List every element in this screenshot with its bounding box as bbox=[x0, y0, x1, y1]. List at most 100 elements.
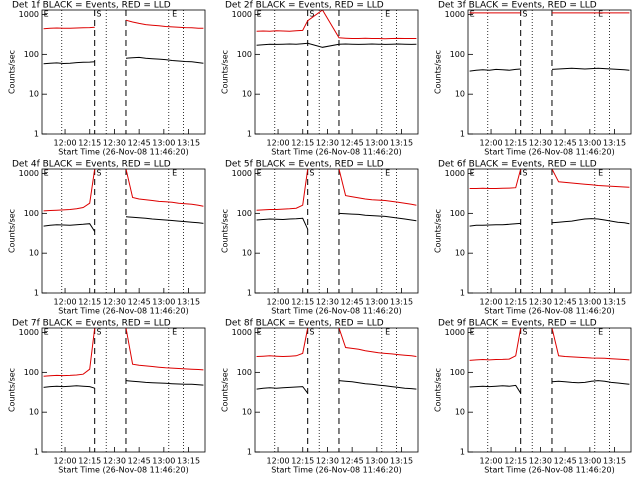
y-tick-label: 10 bbox=[29, 408, 39, 417]
event-label: S bbox=[96, 169, 101, 178]
y-axis-label: Counts/sec bbox=[8, 209, 17, 253]
x-tick-label: 12:00 bbox=[480, 139, 503, 148]
x-tick-label: 12:15 bbox=[78, 298, 101, 307]
y-tick-label: 1 bbox=[34, 289, 39, 298]
series-line bbox=[256, 169, 417, 211]
chart-title: Det 4f BLACK = Events, RED = LLD bbox=[12, 160, 171, 170]
chart-title: Det 8f BLACK = Events, RED = LLD bbox=[225, 319, 384, 329]
chart-title: Det 9f BLACK = Events, RED = LLD bbox=[438, 319, 597, 329]
event-label: S bbox=[96, 328, 101, 337]
plot-frame bbox=[41, 9, 206, 135]
event-label: E bbox=[598, 10, 603, 19]
x-tick-label: 12:30 bbox=[316, 457, 339, 466]
y-axis-label: Counts/sec bbox=[434, 50, 443, 94]
event-label: S bbox=[309, 169, 314, 178]
event-label: E bbox=[385, 169, 390, 178]
y-tick-label: 100 bbox=[237, 209, 252, 218]
event-label: E bbox=[172, 328, 177, 337]
y-tick-label: 1 bbox=[34, 448, 39, 457]
series-line bbox=[256, 42, 417, 48]
y-axis-label: Counts/sec bbox=[434, 368, 443, 412]
event-label: E bbox=[172, 169, 177, 178]
event-label: E bbox=[598, 169, 603, 178]
plot-frame bbox=[41, 327, 206, 453]
plot-frame bbox=[467, 327, 632, 453]
y-tick-label: 1 bbox=[460, 448, 465, 457]
series-line bbox=[469, 380, 630, 394]
event-label: E bbox=[470, 328, 475, 337]
x-tick-label: 13:15 bbox=[603, 457, 626, 466]
event-label: E bbox=[257, 169, 262, 178]
x-tick-label: 12:00 bbox=[54, 139, 77, 148]
x-tick-label: 13:00 bbox=[365, 298, 388, 307]
y-tick-label: 1000 bbox=[19, 169, 39, 178]
event-label: S bbox=[309, 10, 314, 19]
x-tick-label: 12:15 bbox=[504, 139, 527, 148]
x-tick-label: 13:15 bbox=[177, 139, 200, 148]
y-axis-label: Counts/sec bbox=[434, 209, 443, 253]
chart-title: Det 3f BLACK = Events, RED = LLD bbox=[438, 1, 597, 11]
x-tick-label: 13:15 bbox=[603, 298, 626, 307]
event-label: S bbox=[309, 328, 314, 337]
x-axis-label: Start Time (26-Nov-08 11:46:20) bbox=[271, 466, 401, 475]
x-tick-label: 12:00 bbox=[54, 298, 77, 307]
x-tick-label: 12:45 bbox=[341, 457, 364, 466]
x-axis-label: Start Time (26-Nov-08 11:46:20) bbox=[271, 307, 401, 316]
y-tick-label: 10 bbox=[455, 90, 465, 99]
x-tick-label: 13:15 bbox=[177, 298, 200, 307]
series-line bbox=[469, 328, 630, 361]
event-label: S bbox=[522, 10, 527, 19]
event-label: E bbox=[470, 10, 475, 19]
event-label: E bbox=[385, 10, 390, 19]
x-tick-label: 13:00 bbox=[578, 139, 601, 148]
x-tick-label: 12:15 bbox=[504, 457, 527, 466]
x-tick-label: 12:15 bbox=[78, 457, 101, 466]
x-axis-label: Start Time (26-Nov-08 11:46:20) bbox=[58, 466, 188, 475]
y-tick-label: 1 bbox=[247, 130, 252, 139]
event-label: E bbox=[44, 10, 49, 19]
series-line bbox=[256, 328, 417, 358]
x-tick-label: 13:15 bbox=[603, 139, 626, 148]
x-tick-label: 12:45 bbox=[341, 298, 364, 307]
event-label: E bbox=[172, 10, 177, 19]
x-tick-label: 12:45 bbox=[128, 457, 151, 466]
plot-frame bbox=[467, 168, 632, 294]
x-tick-label: 12:45 bbox=[128, 298, 151, 307]
y-tick-label: 1000 bbox=[19, 10, 39, 19]
x-tick-label: 13:15 bbox=[390, 139, 413, 148]
x-tick-label: 12:45 bbox=[554, 457, 577, 466]
x-tick-label: 12:15 bbox=[78, 139, 101, 148]
event-label: E bbox=[44, 169, 49, 178]
x-tick-label: 13:00 bbox=[152, 298, 175, 307]
series-line bbox=[43, 380, 204, 389]
panel: Det 8f BLACK = Events, RED = LLD Start Ti… bbox=[221, 319, 419, 475]
series-line bbox=[43, 56, 204, 65]
x-axis-label: Start Time (26-Nov-08 11:46:20) bbox=[58, 148, 188, 157]
x-tick-label: 12:15 bbox=[291, 139, 314, 148]
y-tick-label: 100 bbox=[237, 50, 252, 59]
series-line bbox=[43, 216, 204, 232]
x-tick-label: 12:00 bbox=[267, 139, 290, 148]
y-tick-label: 10 bbox=[242, 408, 252, 417]
y-tick-label: 100 bbox=[24, 368, 39, 377]
x-tick-label: 13:00 bbox=[365, 139, 388, 148]
y-tick-label: 1 bbox=[247, 448, 252, 457]
chart-title: Det 2f BLACK = Events, RED = LLD bbox=[225, 1, 384, 11]
x-tick-label: 12:15 bbox=[504, 298, 527, 307]
series-line bbox=[256, 10, 417, 40]
x-tick-label: 12:00 bbox=[480, 457, 503, 466]
panel: Det 7f BLACK = Events, RED = LLD Start Ti… bbox=[8, 319, 206, 475]
x-axis-label: Start Time (26-Nov-08 11:46:20) bbox=[484, 466, 614, 475]
y-tick-label: 10 bbox=[29, 90, 39, 99]
x-axis-label: Start Time (26-Nov-08 11:46:20) bbox=[271, 148, 401, 157]
y-tick-label: 100 bbox=[24, 209, 39, 218]
event-label: E bbox=[44, 328, 49, 337]
x-tick-label: 13:15 bbox=[390, 457, 413, 466]
panel: Det 6f BLACK = Events, RED = LLD Start Ti… bbox=[434, 160, 632, 316]
x-tick-label: 12:15 bbox=[291, 457, 314, 466]
y-tick-label: 1 bbox=[460, 289, 465, 298]
x-tick-label: 12:00 bbox=[54, 457, 77, 466]
x-tick-label: 12:30 bbox=[529, 139, 552, 148]
x-tick-label: 13:15 bbox=[390, 298, 413, 307]
y-tick-label: 10 bbox=[242, 90, 252, 99]
